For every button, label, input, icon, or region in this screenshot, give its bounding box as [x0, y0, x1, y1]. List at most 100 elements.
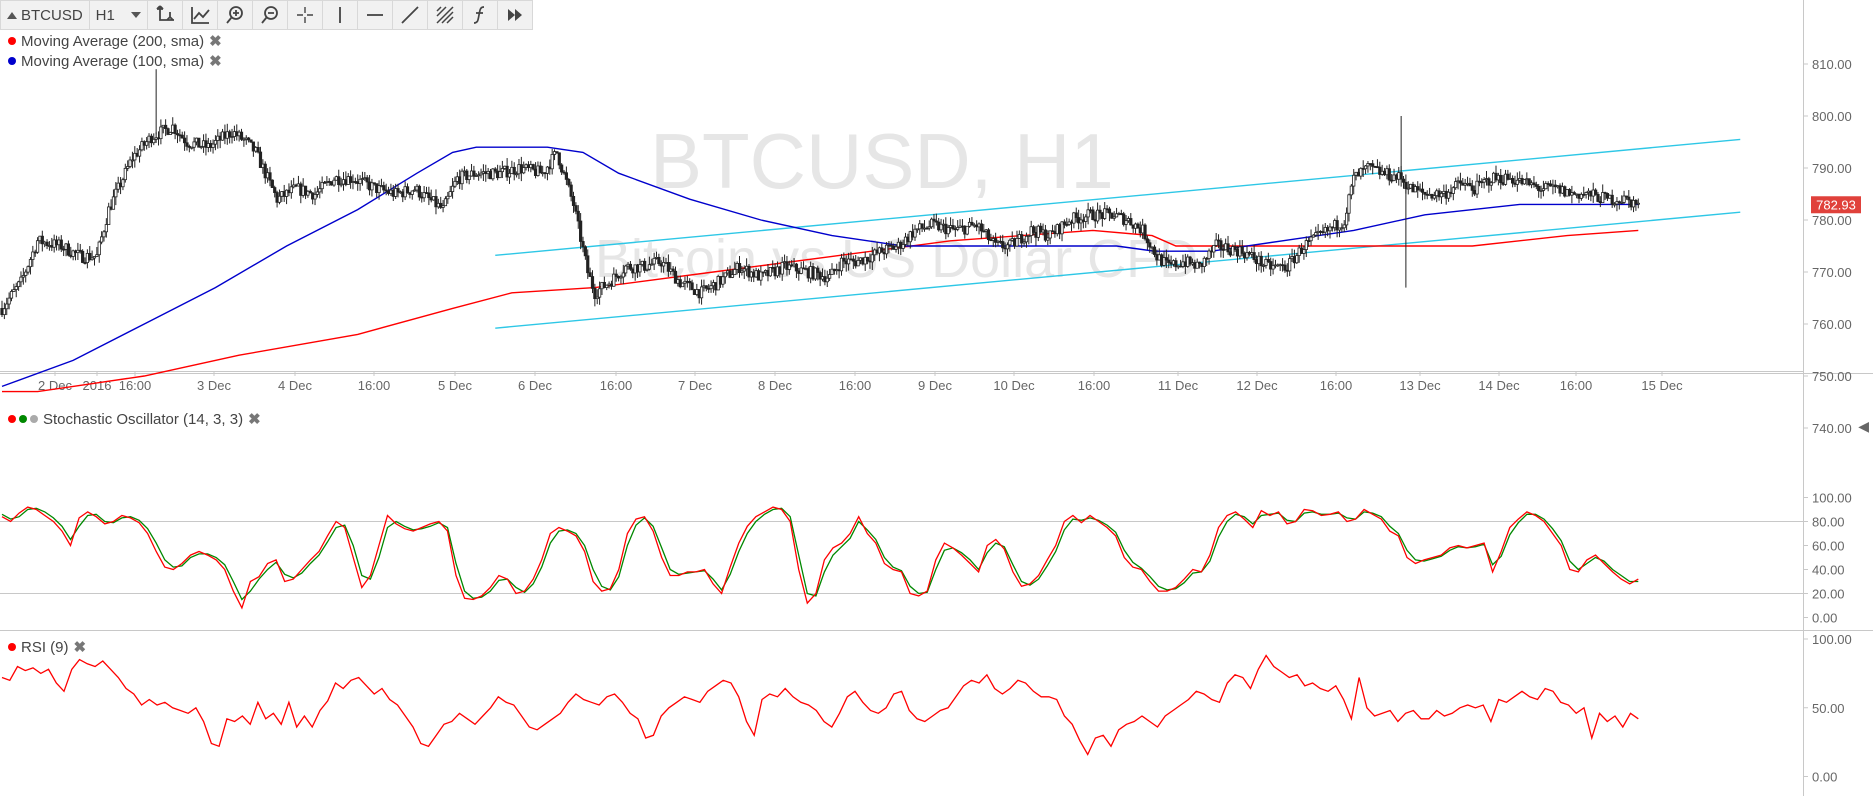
candle-body	[787, 264, 791, 270]
close-icon[interactable]: ✖	[73, 639, 87, 656]
candle-body	[472, 170, 476, 177]
collapse-panel-icon[interactable]: ◀	[1858, 418, 1869, 434]
zoom-in-button[interactable]	[218, 1, 253, 29]
legend-ma200[interactable]: Moving Average (200, sma) ✖	[8, 32, 222, 50]
close-icon[interactable]: ✖	[248, 411, 261, 428]
channel-lower-line[interactable]	[495, 211, 1741, 329]
candle-body	[322, 181, 327, 184]
candle-body	[114, 188, 118, 198]
legend-rsi[interactable]: RSI (9) ✖	[8, 638, 86, 656]
axis-tick-label: 770.00	[1812, 265, 1852, 280]
axis-tick-label: 760.00	[1812, 317, 1852, 332]
candle-body	[1020, 234, 1024, 244]
candle-body	[1302, 249, 1306, 254]
channel-upper-line[interactable]	[495, 138, 1741, 257]
ma200-color-dot	[8, 37, 16, 45]
candle-body	[531, 164, 535, 170]
candle-body	[851, 258, 855, 262]
axis-tick-label: 100.00	[1812, 632, 1852, 647]
candle-body	[538, 165, 542, 174]
candle-body	[1454, 181, 1458, 189]
vertical-line-button[interactable]	[323, 1, 358, 29]
candle-body	[315, 191, 320, 195]
candle-body	[813, 267, 818, 280]
stoch-d-color-dot	[19, 415, 27, 423]
candle-body	[1601, 192, 1605, 204]
candle-body	[123, 167, 127, 181]
fast-forward-button[interactable]	[498, 1, 532, 29]
candle-body	[576, 210, 580, 222]
close-icon[interactable]: ✖	[209, 33, 222, 50]
timeframe-selector[interactable]: H1	[90, 1, 148, 29]
candle-body	[164, 124, 168, 130]
close-icon[interactable]: ✖	[209, 53, 222, 70]
candle-body	[780, 261, 784, 275]
legend-stochastic[interactable]: Stochastic Oscillator (14, 3, 3) ✖	[8, 410, 261, 428]
ma100-color-dot	[8, 57, 16, 65]
rsi-line-path	[1, 654, 1639, 756]
time-tick-label: 11 Dec	[1158, 378, 1199, 393]
candle-body	[1401, 178, 1406, 183]
candle-body	[417, 185, 421, 198]
candle-body	[1304, 240, 1308, 250]
candle-body	[583, 246, 587, 257]
candle-body	[45, 241, 49, 246]
candle-body	[104, 224, 108, 233]
candle-body	[1468, 182, 1472, 187]
axis-tick-label: 50.00	[1812, 701, 1845, 716]
candle-body	[1252, 252, 1256, 260]
candle-body	[1207, 250, 1211, 259]
candle-body	[1451, 187, 1455, 194]
candle-body	[370, 182, 374, 191]
time-tick-label: 15 Dec	[1641, 378, 1683, 393]
candle-body	[303, 185, 308, 196]
candle-body	[126, 166, 130, 169]
candle-body	[140, 141, 144, 151]
legend-ma100[interactable]: Moving Average (100, sma) ✖	[8, 52, 222, 70]
candle-body	[1470, 185, 1474, 191]
zoom-out-button[interactable]	[253, 1, 288, 29]
candle-body	[1112, 216, 1116, 219]
cursor-cross-button[interactable]	[288, 1, 323, 29]
time-tick-label: 13 Dec	[1399, 378, 1441, 393]
candle-body	[256, 147, 260, 153]
ascending-channel[interactable]	[495, 138, 1741, 329]
time-tick-label: 16:00	[119, 378, 152, 393]
candle-body	[946, 227, 950, 235]
axis-tick-label: 800.00	[1812, 109, 1852, 124]
candle-body	[728, 270, 732, 278]
candle-body	[382, 185, 386, 191]
candle-body	[1048, 230, 1052, 239]
candle-body	[884, 244, 889, 255]
candle-body	[723, 272, 727, 278]
candle-body	[446, 195, 450, 200]
crosshair-axis-button[interactable]	[148, 1, 183, 29]
trend-line-button[interactable]	[393, 1, 428, 29]
candle-body	[1432, 195, 1436, 199]
candle-body	[1594, 189, 1598, 195]
horizontal-line-button[interactable]	[358, 1, 393, 29]
candle-body	[595, 296, 599, 300]
fibonacci-button[interactable]	[428, 1, 463, 29]
indicators-button[interactable]	[463, 1, 498, 29]
candle-body	[405, 186, 410, 194]
stoch-k-line	[1, 506, 1639, 610]
candle-body	[97, 241, 101, 256]
rsi-color-dot	[8, 643, 16, 651]
candle-body	[358, 178, 362, 184]
time-tick-label: 14 Dec	[1478, 378, 1520, 393]
trend-chart-button[interactable]	[183, 1, 218, 29]
candle-body	[614, 273, 618, 277]
candle-body	[512, 166, 516, 175]
candle-body	[1532, 182, 1536, 185]
candle-body	[1311, 234, 1315, 238]
trend-line-icon	[401, 6, 419, 24]
candle-body	[970, 221, 974, 226]
candle-body	[979, 223, 984, 232]
candle-body	[1371, 163, 1375, 167]
candle-body	[460, 170, 464, 185]
symbol-selector[interactable]: BTCUSD	[1, 1, 90, 29]
candle-body	[839, 257, 844, 272]
candle-body	[1283, 264, 1287, 271]
